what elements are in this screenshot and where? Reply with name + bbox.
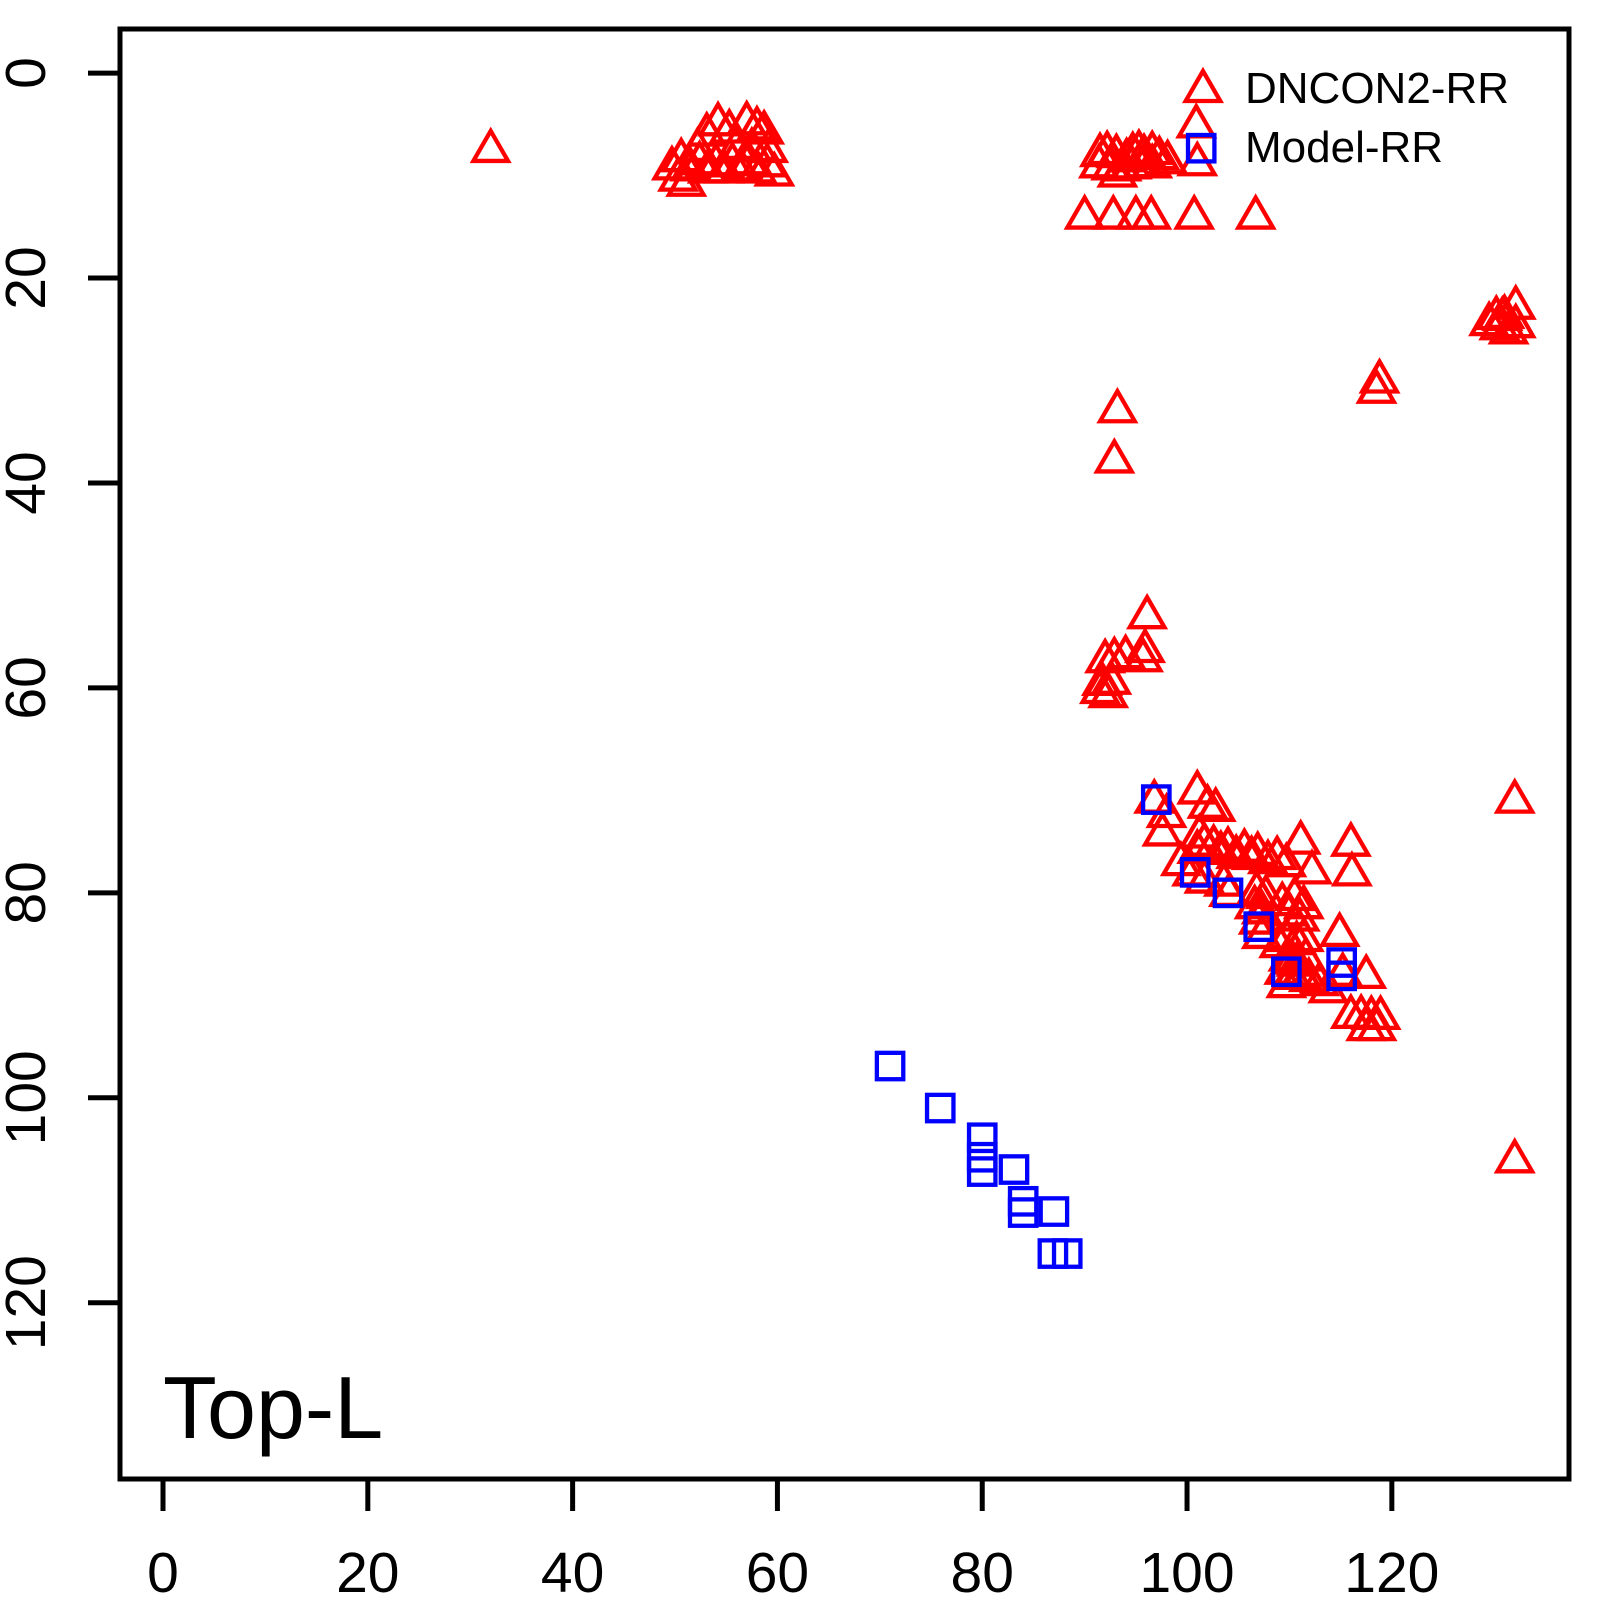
- series-model-rr: [874, 784, 1358, 1269]
- dncon2-point-triangle: [1087, 671, 1130, 709]
- y-tick-label: 0: [0, 57, 58, 89]
- y-tick-label: 20: [0, 246, 58, 309]
- dncon2-point-triangle: [1355, 367, 1398, 404]
- dncon2-point-triangle: [657, 155, 700, 192]
- dncon2-point-triangle: [1307, 966, 1350, 1004]
- dncon2-point-triangle: [1194, 785, 1237, 822]
- x-tick-label: 120: [1344, 1541, 1439, 1600]
- dncon2-point-triangle: [725, 98, 768, 136]
- model-point-square: [1007, 1197, 1039, 1228]
- dncon2-point-triangle: [753, 150, 796, 187]
- model-point-square: [874, 1050, 906, 1082]
- y-tick-label: 40: [0, 451, 58, 514]
- dncon2-point-triangle: [1493, 1137, 1536, 1174]
- y-tick-label: 120: [0, 1255, 58, 1350]
- y-axis: 0 20 40 60 80 100 120: [0, 57, 120, 1350]
- x-tick-label: 20: [336, 1541, 399, 1600]
- x-tick-label: 80: [951, 1541, 1014, 1600]
- x-axis: 0 20 40 60 80 100 120: [147, 1479, 1439, 1605]
- legend: DNCON2-RR Model-RR: [1181, 64, 1509, 172]
- dncon2-point-triangle: [1141, 810, 1184, 847]
- dncon2-point-triangle: [1092, 193, 1135, 230]
- legend-label-model: Model-RR: [1245, 123, 1443, 172]
- legend-dncon2-triangle-icon: [1181, 66, 1225, 104]
- dncon2-point-triangle: [1234, 193, 1277, 230]
- dncon2-point-triangle: [1096, 151, 1139, 188]
- model-point-square: [924, 1092, 956, 1124]
- dncon2-point-triangle: [1186, 782, 1229, 819]
- model-point-square: [966, 1122, 998, 1154]
- dncon2-point-triangle: [1183, 857, 1226, 894]
- dncon2-point-triangle: [1494, 283, 1537, 320]
- dncon2-point-triangle: [1126, 592, 1169, 630]
- model-point-square: [966, 1156, 998, 1187]
- dncon2-point-triangle: [1282, 915, 1325, 953]
- model-point-square: [1212, 877, 1244, 909]
- dncon2-point-triangle: [1330, 850, 1373, 887]
- dncon2-point-triangle: [1173, 193, 1216, 230]
- dncon2-point-triangle: [1130, 193, 1173, 230]
- dncon2-point-triangle: [1078, 667, 1122, 705]
- dncon2-point-triangle: [1237, 898, 1280, 935]
- model-point-square: [1243, 911, 1275, 943]
- x-tick-label: 60: [746, 1541, 809, 1600]
- dncon2-point-triangle: [665, 160, 708, 197]
- dncon2-point-triangle: [1096, 386, 1139, 424]
- x-tick-label: 0: [147, 1541, 179, 1600]
- series-dncon2-rr: [469, 98, 1537, 1174]
- y-tick-label: 100: [0, 1050, 58, 1145]
- dncon2-point-triangle: [1124, 626, 1167, 664]
- dncon2-point-triangle: [1131, 142, 1174, 179]
- x-tick-label: 40: [541, 1541, 604, 1600]
- dncon2-point-triangle: [469, 126, 512, 164]
- dncon2-point-triangle: [1321, 950, 1364, 987]
- dncon2-point-triangle: [1279, 818, 1322, 855]
- x-tick-label: 100: [1139, 1541, 1234, 1600]
- y-tick-label: 60: [0, 656, 58, 719]
- model-point-square: [1051, 1238, 1083, 1269]
- plot-border: [117, 26, 1572, 1482]
- dncon2-point-triangle: [1358, 357, 1401, 394]
- dncon2-point-triangle: [1493, 777, 1536, 814]
- model-point-square: [1271, 956, 1302, 988]
- legend-label-dncon2: DNCON2-RR: [1245, 64, 1509, 113]
- dncon2-point-triangle: [1329, 820, 1372, 857]
- model-point-square: [998, 1154, 1030, 1185]
- dncon2-point-triangle: [1233, 882, 1276, 920]
- dncon2-point-triangle: [1355, 1004, 1398, 1042]
- legend-model-square-icon: [1185, 132, 1217, 164]
- model-point-square: [1179, 857, 1211, 888]
- plot-annotation-top-l: Top-L: [163, 1358, 383, 1457]
- y-tick-label: 80: [0, 861, 58, 924]
- dncon2-point-triangle: [1265, 840, 1308, 878]
- model-point-square: [1326, 960, 1358, 992]
- dncon2-point-triangle: [1318, 910, 1361, 948]
- dncon2-point-triangle: [1345, 952, 1388, 990]
- dncon2-point-triangle: [1175, 102, 1218, 139]
- dncon2-point-triangle: [1093, 437, 1136, 474]
- model-point-square: [1038, 1196, 1070, 1227]
- model-point-square: [1140, 784, 1172, 815]
- dncon2-point-triangle: [1176, 827, 1219, 865]
- dncon2-point-triangle: [1481, 294, 1524, 332]
- dncon2-point-triangle: [1063, 193, 1106, 230]
- dncon2-point-triangle: [743, 108, 786, 145]
- dncon2-point-triangle: [1290, 848, 1334, 885]
- dncon2-point-triangle: [1246, 837, 1289, 875]
- dncon2-point-triangle: [1265, 961, 1308, 999]
